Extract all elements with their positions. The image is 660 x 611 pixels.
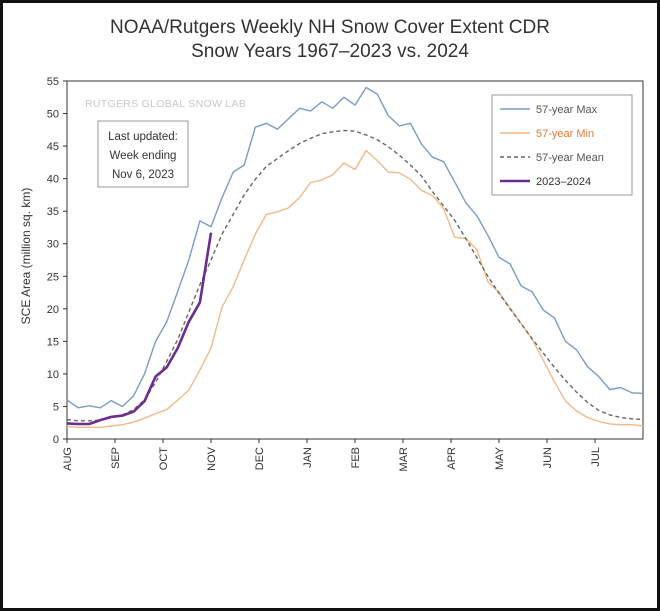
- x-tick-label-apr: APR: [446, 447, 458, 470]
- y-tick-label: 40: [47, 174, 59, 186]
- annotation-line: Last updated:: [108, 131, 178, 143]
- series-line-0: [66, 86, 644, 409]
- y-tick-label: 10: [47, 369, 59, 381]
- x-tick-label-jun: JUN: [542, 447, 554, 468]
- series-line-1: [66, 149, 644, 428]
- series-line-2: [66, 129, 644, 422]
- chart-area: NOAA/Rutgers Weekly NH Snow Cover Extent…: [3, 3, 657, 491]
- x-tick-label-jul: JUL: [590, 447, 602, 467]
- x-tick-label-mar: MAR: [398, 447, 410, 472]
- y-tick-label: 5: [53, 401, 59, 413]
- x-tick-label-feb: FEB: [350, 447, 362, 468]
- y-tick-label: 50: [47, 109, 59, 121]
- legend-label-0: 57-year Max: [536, 104, 598, 116]
- x-tick-label-sep: SEP: [110, 447, 122, 469]
- series-line-3: [66, 232, 213, 426]
- y-tick-label: 15: [47, 336, 59, 348]
- y-tick-label: 45: [47, 141, 59, 153]
- legend-label-3: 2023–2024: [536, 176, 591, 188]
- chart-title: NOAA/Rutgers Weekly NH Snow Cover Extent…: [110, 17, 550, 38]
- annotation-line: Week ending: [110, 150, 177, 162]
- x-tick-label-dec: DEC: [254, 447, 266, 470]
- x-tick-label-jan: JAN: [302, 447, 314, 468]
- y-tick-label: 35: [47, 206, 59, 218]
- legend-label-1: 57-year Min: [536, 128, 594, 140]
- snow-cover-chart: NOAA/Rutgers Weekly NH Snow Cover Extent…: [19, 17, 644, 472]
- watermark: RUTGERS GLOBAL SNOW LAB: [85, 98, 246, 110]
- legend-box: [491, 94, 633, 196]
- y-axis-label: SCE Area (million sq. km): [19, 188, 33, 325]
- chart-subtitle: Snow Years 1967–2023 vs. 2024: [191, 41, 469, 62]
- x-tick-label-oct: OCT: [158, 447, 170, 471]
- y-tick-label: 20: [47, 304, 59, 316]
- x-tick-label-nov: NOV: [206, 446, 218, 471]
- x-tick-label-may: MAY: [494, 446, 506, 470]
- x-tick-label-aug: AUG: [62, 447, 74, 471]
- legend-label-2: 57-year Mean: [536, 152, 604, 164]
- annotation-line: Nov 6, 2023: [112, 169, 174, 181]
- annotation-box: [97, 120, 189, 188]
- y-tick-label: 30: [47, 239, 59, 251]
- y-tick-label: 0: [53, 434, 59, 446]
- y-tick-label: 55: [47, 76, 59, 88]
- y-tick-label: 25: [47, 271, 59, 283]
